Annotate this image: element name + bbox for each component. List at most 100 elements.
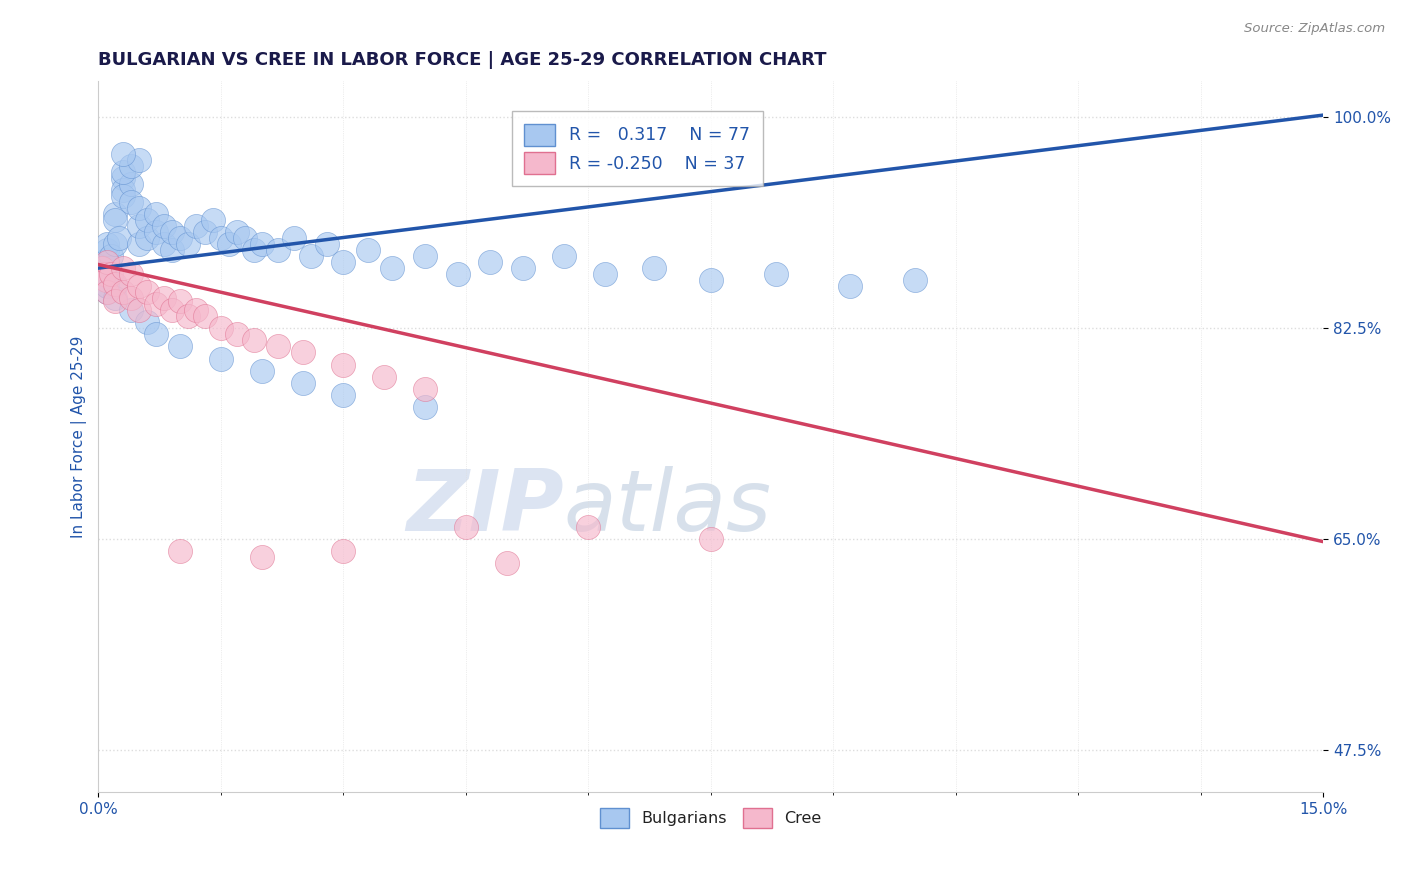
Y-axis label: In Labor Force | Age 25-29: In Labor Force | Age 25-29 — [72, 335, 87, 538]
Point — [100, 249, 122, 263]
Point — [242, 243, 264, 257]
Point — [104, 277, 127, 291]
Point — [145, 327, 167, 342]
Point — [104, 237, 127, 252]
Point — [177, 237, 200, 252]
Point — [104, 213, 127, 227]
Point — [209, 231, 232, 245]
Point — [111, 170, 134, 185]
Point — [128, 237, 150, 252]
Point — [765, 267, 787, 281]
Point — [226, 225, 249, 239]
Point — [332, 387, 354, 401]
Point — [838, 279, 860, 293]
Point — [553, 249, 575, 263]
Point — [94, 273, 117, 287]
Point — [91, 261, 114, 276]
Point — [160, 225, 183, 239]
Point — [332, 544, 354, 558]
Point — [94, 258, 117, 272]
Point — [136, 285, 159, 300]
Point — [128, 279, 150, 293]
Point — [120, 303, 142, 318]
Point — [152, 237, 174, 252]
Point — [145, 225, 167, 239]
Point — [299, 249, 322, 263]
Point — [291, 376, 314, 390]
Point — [120, 159, 142, 173]
Point — [700, 273, 723, 287]
Point — [447, 267, 470, 281]
Text: atlas: atlas — [564, 467, 772, 549]
Point — [111, 146, 134, 161]
Point — [201, 213, 224, 227]
Point — [111, 285, 134, 300]
Point — [120, 177, 142, 191]
Point — [96, 267, 118, 281]
Point — [107, 231, 129, 245]
Point — [96, 255, 118, 269]
Point — [152, 291, 174, 305]
Point — [593, 267, 616, 281]
Point — [93, 267, 115, 281]
Point — [160, 243, 183, 257]
Point — [169, 339, 191, 353]
Point — [104, 207, 127, 221]
Point — [193, 225, 215, 239]
Point — [413, 249, 436, 263]
Point — [250, 363, 273, 377]
Point — [94, 252, 117, 267]
Point — [111, 165, 134, 179]
Point — [160, 303, 183, 318]
Point — [96, 285, 118, 300]
Point — [512, 261, 534, 276]
Point — [120, 291, 142, 305]
Point — [381, 261, 404, 276]
Point — [233, 231, 256, 245]
Point — [357, 243, 380, 257]
Point — [242, 334, 264, 348]
Point — [267, 339, 290, 353]
Point — [177, 310, 200, 324]
Text: Source: ZipAtlas.com: Source: ZipAtlas.com — [1244, 22, 1385, 36]
Point — [643, 261, 665, 276]
Point — [479, 255, 502, 269]
Point — [136, 315, 159, 329]
Point — [91, 261, 114, 276]
Point — [93, 265, 115, 279]
Point — [104, 291, 127, 305]
Point — [96, 279, 118, 293]
Point — [120, 267, 142, 281]
Point — [96, 285, 118, 300]
Point — [100, 267, 122, 281]
Point — [904, 273, 927, 287]
Point — [169, 293, 191, 308]
Point — [111, 261, 134, 276]
Point — [283, 231, 305, 245]
Point — [169, 231, 191, 245]
Point — [454, 520, 477, 534]
Point — [104, 293, 127, 308]
Point — [495, 557, 517, 571]
Point — [96, 243, 118, 257]
Point — [128, 219, 150, 233]
Point — [152, 219, 174, 233]
Point — [104, 279, 127, 293]
Point — [332, 255, 354, 269]
Point — [413, 400, 436, 414]
Point — [209, 351, 232, 366]
Text: BULGARIAN VS CREE IN LABOR FORCE | AGE 25-29 CORRELATION CHART: BULGARIAN VS CREE IN LABOR FORCE | AGE 2… — [98, 51, 827, 69]
Point — [111, 183, 134, 197]
Point — [267, 243, 290, 257]
Point — [145, 207, 167, 221]
Point — [218, 237, 240, 252]
Point — [209, 321, 232, 335]
Point — [291, 345, 314, 359]
Point — [250, 550, 273, 565]
Text: ZIP: ZIP — [406, 467, 564, 549]
Point — [136, 231, 159, 245]
Point — [250, 237, 273, 252]
Point — [226, 327, 249, 342]
Point — [316, 237, 339, 252]
Point — [193, 310, 215, 324]
